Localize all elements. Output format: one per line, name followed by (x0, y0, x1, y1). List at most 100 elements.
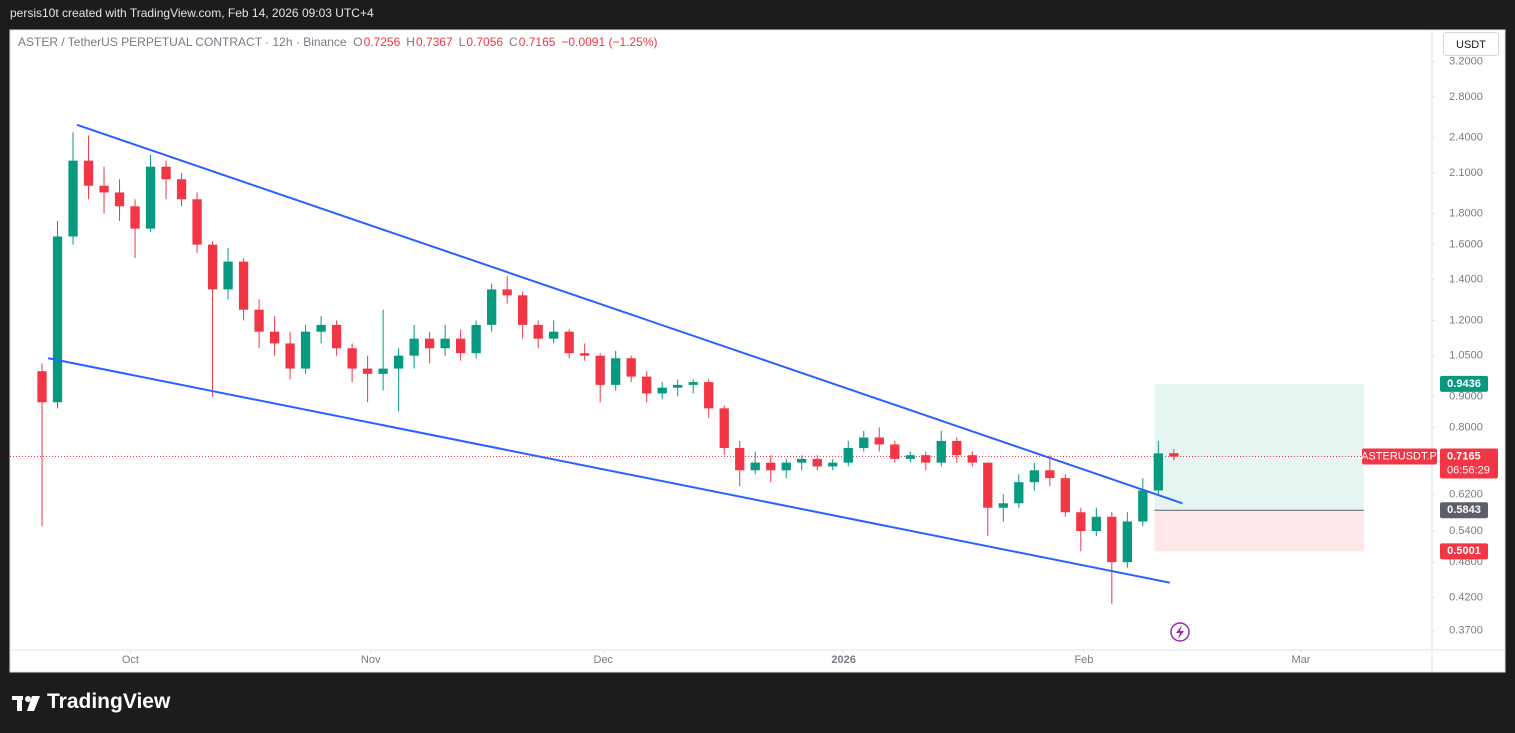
candle-body (719, 408, 729, 448)
symbol-legend: ASTER / TetherUS PERPETUAL CONTRACT · 12… (18, 35, 664, 49)
candle-body (905, 455, 915, 459)
ohlc-key: C (509, 35, 518, 49)
x-tick-label: Oct (122, 654, 139, 666)
candle-body (269, 331, 280, 344)
candle-body (704, 382, 714, 409)
plot-area (10, 123, 1432, 604)
candle-body (874, 437, 884, 445)
y-tick-label: 2.4000 (1449, 132, 1483, 144)
candle-body (611, 358, 621, 385)
x-tick-label: Nov (361, 654, 381, 666)
ohlc-value: 0.7165 (518, 35, 556, 49)
y-tick-label: 3.2000 (1449, 56, 1483, 68)
ohlc-key: O (353, 35, 363, 49)
candle-body (68, 160, 78, 237)
candle-body (564, 331, 574, 354)
candle-body (890, 444, 900, 459)
candle-body (1122, 521, 1132, 563)
candle-body (83, 160, 94, 186)
candle-body (285, 343, 295, 369)
candle-body (843, 447, 853, 463)
credit: persis10t created with TradingView.com, … (10, 6, 374, 20)
x-tick-label: Mar (1292, 654, 1311, 666)
candle-body (1076, 512, 1086, 532)
candle-body (673, 384, 683, 388)
price-tag-bg (1440, 375, 1488, 392)
candle-body (114, 192, 125, 207)
candle-body (145, 166, 156, 229)
candle-body (657, 387, 667, 394)
x-tick-label: Dec (594, 654, 614, 666)
trendline (48, 357, 1171, 584)
candle-body (161, 166, 171, 180)
y-tick-label: 0.6200 (1449, 489, 1483, 501)
candle-body (518, 295, 528, 325)
ohlc-value: 0.7256 (363, 35, 401, 49)
price-tag: 0.5843 (1447, 504, 1481, 516)
last-price: 0.7165 (1447, 450, 1481, 462)
x-tick-label: 2026 (831, 654, 855, 666)
alert-icon[interactable] (1170, 622, 1190, 642)
y-tick-label: 0.3700 (1449, 625, 1483, 637)
y-tick-label: 2.1000 (1449, 167, 1483, 179)
candle-body (998, 503, 1008, 508)
ohlc-value: 0.7056 (466, 35, 504, 49)
price-tag-bg (1440, 543, 1488, 560)
symbol-tag-bg (1362, 448, 1437, 465)
candle-body (688, 382, 698, 385)
candle-body (254, 309, 264, 332)
candle-body (300, 331, 311, 369)
y-tick-label: 1.2000 (1449, 314, 1483, 326)
logo-part (25, 696, 31, 702)
candle-body (766, 462, 776, 471)
currency-button[interactable]: USDT (1443, 32, 1499, 56)
price-tag: 0.9436 (1447, 378, 1481, 390)
brand-name: TradingView (47, 690, 171, 713)
candle-body (455, 338, 466, 354)
candle-body (1169, 453, 1179, 457)
candle-body (967, 455, 977, 463)
candle-body (1107, 516, 1117, 563)
candle-body (502, 289, 512, 296)
candle-body (828, 462, 838, 467)
candle-body (735, 447, 745, 471)
alert-circle (1170, 622, 1190, 642)
candle-body (192, 199, 202, 245)
change: −0.0091 (−1.25%) (561, 35, 658, 49)
x-tick-label: Feb (1074, 654, 1093, 666)
y-tick-label: 0.9000 (1449, 390, 1483, 402)
candle-body (99, 185, 109, 193)
candle-body (859, 437, 869, 448)
y-tick-label: 0.8000 (1449, 421, 1483, 433)
candle-body (1153, 453, 1163, 491)
y-tick-label: 1.6000 (1449, 239, 1483, 251)
candle-body (378, 368, 388, 374)
candle-body (486, 289, 497, 325)
candle-body (626, 358, 636, 377)
y-tick-label: 0.4200 (1449, 591, 1483, 603)
countdown: 06:56:29 (1447, 464, 1490, 476)
y-tick-label: 1.4000 (1449, 274, 1483, 286)
candle-body (1060, 478, 1070, 513)
candle-body (207, 244, 218, 290)
candle-body (409, 338, 419, 356)
candle-body (37, 371, 47, 403)
candle-body (424, 338, 435, 349)
y-tick-label: 0.5400 (1449, 525, 1483, 537)
ohlc-key: L (458, 35, 466, 49)
candle-body (642, 376, 652, 394)
candle-body (952, 440, 962, 456)
price-tag-bg (1440, 502, 1488, 519)
candle-body (1045, 470, 1055, 479)
candle-body (238, 261, 249, 310)
candle-body (316, 324, 326, 332)
candle-body (393, 355, 404, 369)
candle-body (223, 261, 233, 290)
candle-body (471, 324, 481, 354)
y-tick-label: 1.8000 (1449, 207, 1483, 219)
candle-body (1138, 490, 1148, 522)
brand-logo (12, 696, 40, 711)
profit-zone (1154, 383, 1364, 511)
